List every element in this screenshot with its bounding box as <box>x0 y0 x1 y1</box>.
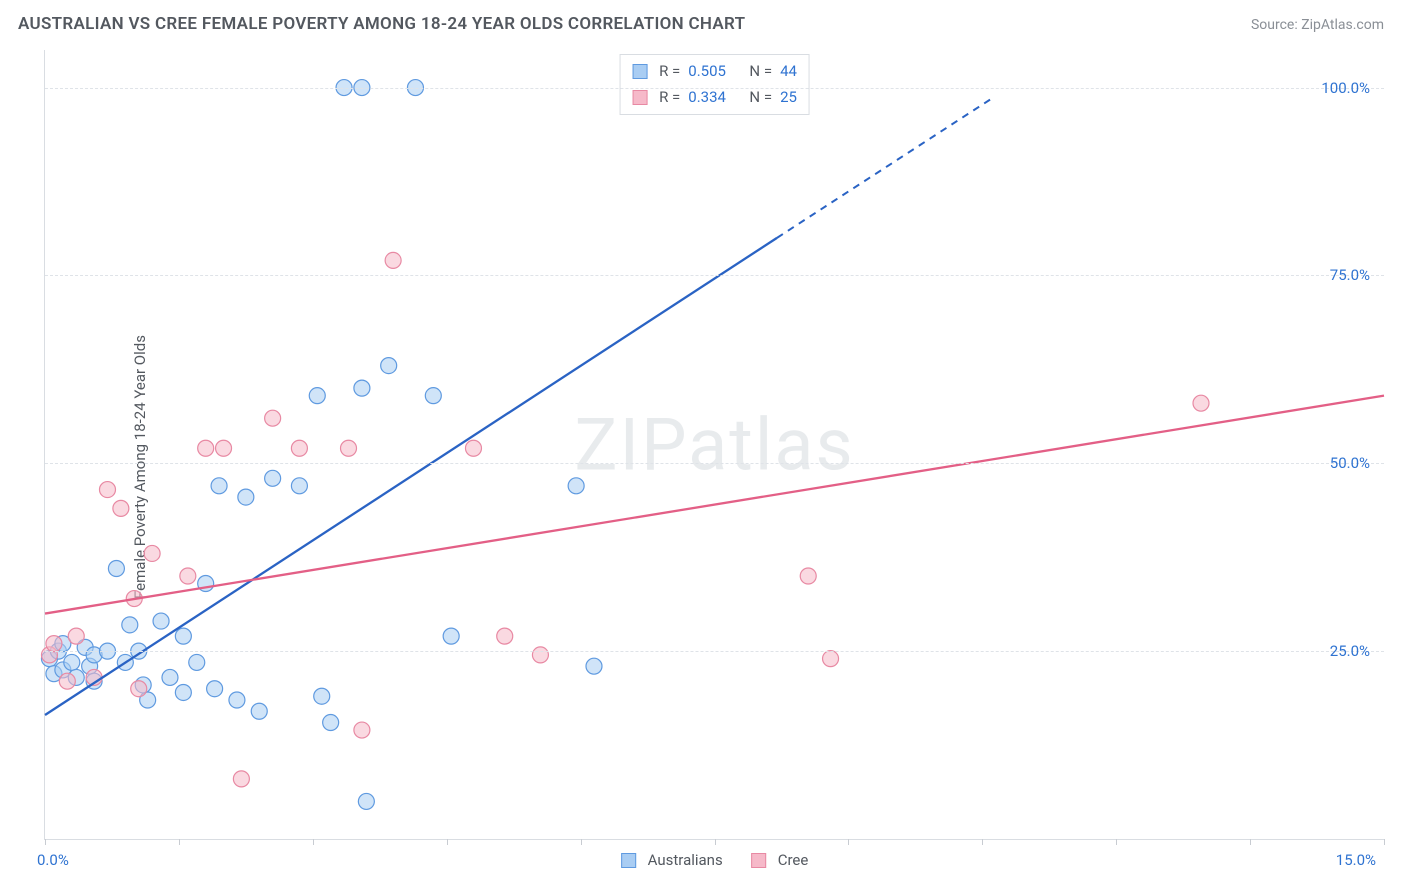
data-point-australians <box>323 715 339 731</box>
data-point-australians <box>175 684 191 700</box>
data-point-australians <box>309 388 325 404</box>
data-point-australians <box>238 489 254 505</box>
data-point-cree <box>800 568 816 584</box>
swatch-cree <box>751 853 766 868</box>
data-point-australians <box>122 617 138 633</box>
r-label: R = <box>659 59 680 85</box>
data-point-australians <box>207 681 223 697</box>
chart-title: AUSTRALIAN VS CREE FEMALE POVERTY AMONG … <box>18 14 745 34</box>
data-point-australians <box>211 478 227 494</box>
data-point-cree <box>144 545 160 561</box>
data-point-cree <box>113 500 129 516</box>
data-point-cree <box>68 628 84 644</box>
source-name: ZipAtlas.com <box>1301 17 1384 33</box>
data-point-cree <box>233 771 249 787</box>
data-point-australians <box>189 654 205 670</box>
data-point-australians <box>265 470 281 486</box>
data-point-australians <box>381 358 397 374</box>
data-point-australians <box>443 628 459 644</box>
data-point-cree <box>216 440 232 456</box>
x-tick <box>1250 839 1251 845</box>
x-tick <box>179 839 180 845</box>
x-tick <box>848 839 849 845</box>
data-point-australians <box>314 688 330 704</box>
data-point-cree <box>46 636 62 652</box>
plot-area: ZIPatlas R = 0.505 N = 44 R = 0.334 N = … <box>44 50 1384 840</box>
data-point-australians <box>291 478 307 494</box>
swatch-cree <box>632 90 647 105</box>
data-point-australians <box>586 658 602 674</box>
data-point-cree <box>99 482 115 498</box>
gridline-h <box>45 275 1384 276</box>
chart-container: Female Poverty Among 18-24 Year Olds ZIP… <box>0 42 1406 892</box>
data-point-australians <box>162 669 178 685</box>
x-tick <box>715 839 716 845</box>
y-tick-label: 25.0% <box>1330 642 1370 660</box>
legend-series: Australians Cree <box>621 851 809 869</box>
x-axis-label-max: 15.0% <box>1336 851 1376 869</box>
data-point-australians <box>251 703 267 719</box>
data-point-australians <box>108 560 124 576</box>
legend-row-australians: R = 0.505 N = 44 <box>632 59 797 85</box>
data-point-cree <box>823 651 839 667</box>
x-axis-label-min: 0.0% <box>37 851 69 869</box>
source-prefix: Source: <box>1251 17 1301 33</box>
data-point-cree <box>532 647 548 663</box>
x-tick <box>45 839 46 845</box>
data-point-australians <box>354 380 370 396</box>
data-point-cree <box>265 410 281 426</box>
y-tick-label: 75.0% <box>1330 266 1370 284</box>
x-tick <box>447 839 448 845</box>
y-tick-label: 100.0% <box>1321 79 1370 97</box>
data-point-cree <box>341 440 357 456</box>
chart-svg <box>45 50 1384 839</box>
n-label: N = <box>749 59 772 85</box>
data-point-australians <box>358 793 374 809</box>
x-tick <box>982 839 983 845</box>
r-value-australians: 0.505 <box>688 59 726 85</box>
data-point-cree <box>198 440 214 456</box>
legend-item-cree: Cree <box>751 851 809 869</box>
y-tick-label: 50.0% <box>1330 454 1370 472</box>
x-tick <box>1116 839 1117 845</box>
data-point-australians <box>175 628 191 644</box>
x-tick <box>581 839 582 845</box>
data-point-cree <box>180 568 196 584</box>
data-point-cree <box>497 628 513 644</box>
x-tick <box>313 839 314 845</box>
swatch-australians <box>621 853 636 868</box>
n-value-australians: 44 <box>780 59 797 85</box>
source-attribution: Source: ZipAtlas.com <box>1251 14 1384 33</box>
gridline-h <box>45 463 1384 464</box>
data-point-australians <box>425 388 441 404</box>
trend-line-dash-australians <box>777 99 991 238</box>
x-tick <box>1384 839 1385 845</box>
data-point-cree <box>291 440 307 456</box>
legend-label-cree: Cree <box>778 851 809 869</box>
data-point-australians <box>153 613 169 629</box>
data-point-cree <box>465 440 481 456</box>
data-point-cree <box>354 722 370 738</box>
gridline-h <box>45 88 1384 89</box>
swatch-australians <box>632 64 647 79</box>
data-point-cree <box>59 673 75 689</box>
data-point-australians <box>568 478 584 494</box>
data-point-australians <box>229 692 245 708</box>
legend-correlation-box: R = 0.505 N = 44 R = 0.334 N = 25 <box>619 54 810 115</box>
trend-line-australians <box>45 238 777 715</box>
data-point-cree <box>385 252 401 268</box>
gridline-h <box>45 651 1384 652</box>
data-point-australians <box>64 654 80 670</box>
data-point-cree <box>131 681 147 697</box>
data-point-cree <box>1193 395 1209 411</box>
legend-label-australians: Australians <box>648 851 723 869</box>
legend-item-australians: Australians <box>621 851 723 869</box>
